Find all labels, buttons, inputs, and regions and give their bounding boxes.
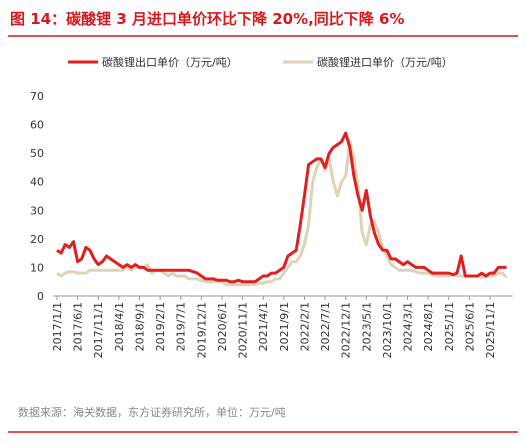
x-tick-label: 2019/12/1 xyxy=(195,302,208,358)
x-tick-label: 2021/4/1 xyxy=(257,302,270,351)
y-tick-label: 0 xyxy=(37,290,44,303)
x-tick-label: 2019/7/1 xyxy=(175,302,188,351)
x-tick-label: 2025/1/1 xyxy=(443,302,456,351)
x-tick-label: 2025/6/1 xyxy=(463,302,476,351)
y-tick-label: 70 xyxy=(30,90,44,103)
y-tick-label: 50 xyxy=(30,147,44,160)
x-tick-label: 2020/11/1 xyxy=(237,302,250,358)
legend-label: 碳酸锂进口单价（万元/吨） xyxy=(317,55,453,69)
y-tick-label: 60 xyxy=(30,119,44,132)
x-tick-label: 2020/6/1 xyxy=(216,302,229,351)
x-tick-label: 2018/9/1 xyxy=(133,302,146,351)
x-tick-label: 2023/5/1 xyxy=(360,302,373,351)
series-line xyxy=(56,140,508,287)
x-tick-label: 2019/2/1 xyxy=(154,302,167,351)
y-tick-label: 40 xyxy=(30,176,44,189)
x-tick-label: 2022/2/1 xyxy=(298,302,311,351)
y-tick-label: 10 xyxy=(30,261,44,274)
y-tick-label: 30 xyxy=(30,204,44,217)
x-tick-label: 2018/4/1 xyxy=(113,302,126,351)
legend-label: 碳酸锂出口单价（万元/吨） xyxy=(102,55,238,69)
x-tick-label: 2021/9/1 xyxy=(278,302,291,351)
y-tick-label: 20 xyxy=(30,233,44,246)
x-tick-label: 2022/12/1 xyxy=(340,302,353,358)
x-tick-label: 2024/3/1 xyxy=(402,302,415,351)
x-tick-label: 2022/7/1 xyxy=(319,302,332,351)
x-tick-label: 2025/11/1 xyxy=(484,302,497,358)
x-tick-label: 2017/6/1 xyxy=(72,302,85,351)
chart-title: 图 14：碳酸锂 3 月进口单价环比下降 20%,同比下降 6% xyxy=(10,10,405,28)
x-tick-label: 2024/8/1 xyxy=(422,302,435,351)
x-tick-label: 2017/1/1 xyxy=(51,302,64,351)
x-tick-label: 2017/11/1 xyxy=(92,302,105,358)
series-line xyxy=(56,131,507,284)
x-tick-label: 2023/10/1 xyxy=(381,302,394,358)
source-note: 数据来源：海关数据，东方证券研究所，单位：万元/吨 xyxy=(18,405,286,419)
